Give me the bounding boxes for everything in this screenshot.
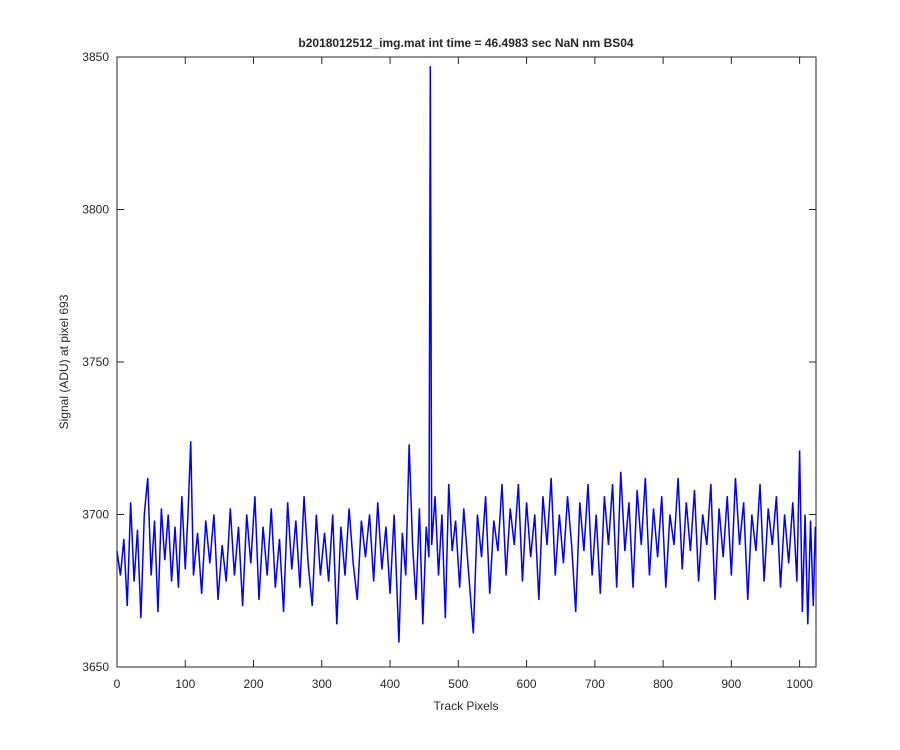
y-tick-label: 3700	[82, 508, 109, 522]
x-tick-label: 900	[721, 677, 741, 691]
x-tick-label: 300	[312, 677, 332, 691]
x-tick-label: 0	[114, 677, 121, 691]
x-axis-label: Track Pixels	[434, 699, 499, 713]
y-tick-label: 3750	[82, 355, 109, 369]
x-tick-label: 600	[517, 677, 537, 691]
x-tick-label: 800	[653, 677, 673, 691]
y-tick-label: 3800	[82, 203, 109, 217]
chart-title: b2018012512_img.mat int time = 46.4983 s…	[298, 36, 634, 50]
x-tick-label: 500	[448, 677, 468, 691]
x-tick-label: 200	[244, 677, 264, 691]
x-tick-label: 1000	[786, 677, 813, 691]
x-tick-label: 100	[175, 677, 195, 691]
y-tick-label: 3650	[82, 660, 109, 674]
x-tick-label: 700	[585, 677, 605, 691]
data-line	[116, 66, 817, 643]
y-tick-label: 3850	[82, 50, 109, 64]
x-tick-label: 400	[380, 677, 400, 691]
y-axis-label: Signal (ADU) at pixel 693	[57, 294, 71, 429]
